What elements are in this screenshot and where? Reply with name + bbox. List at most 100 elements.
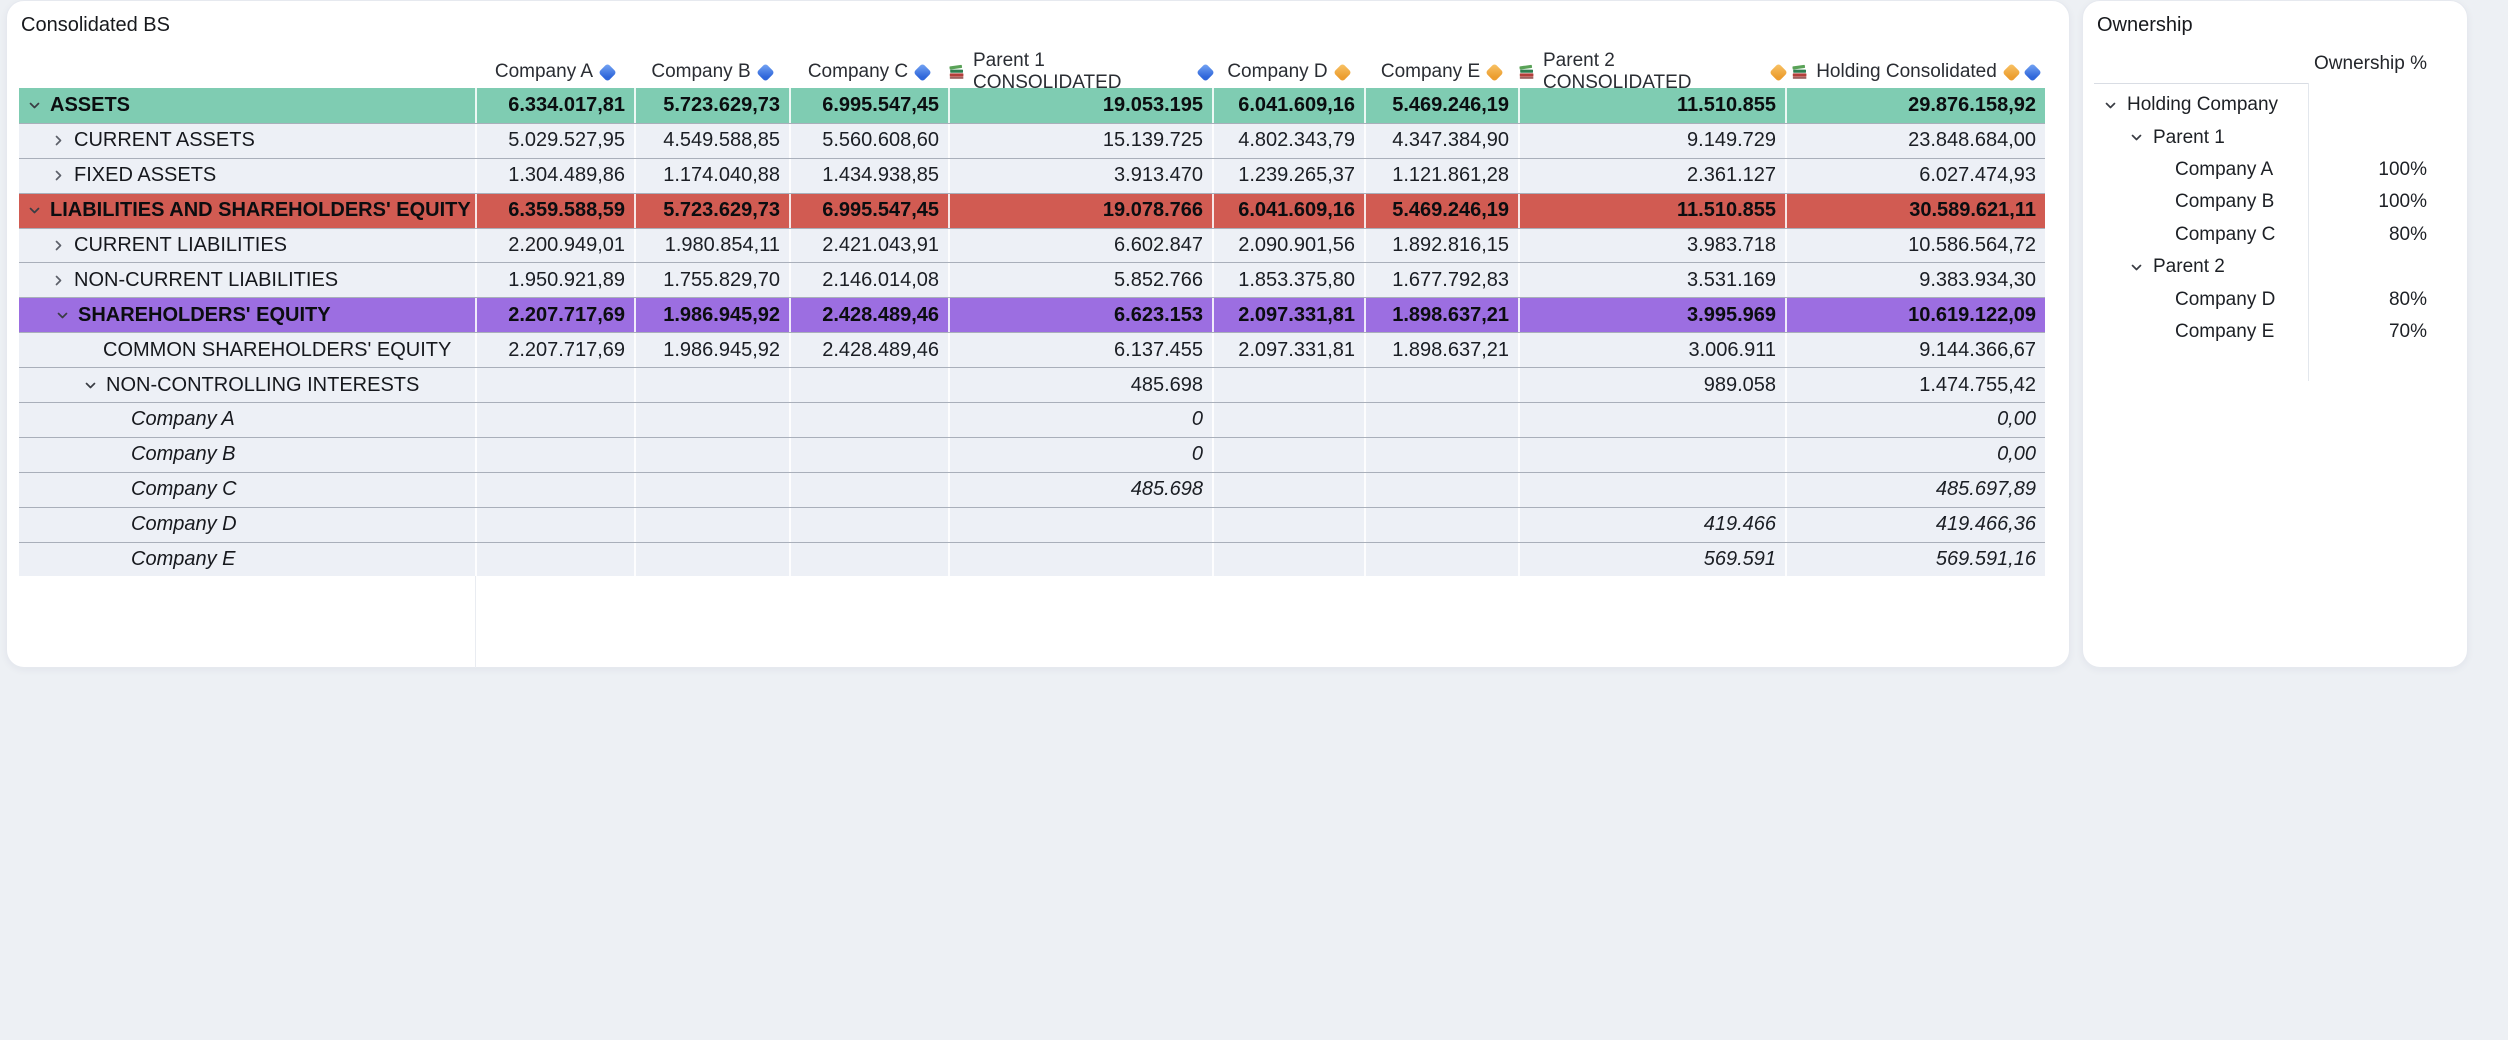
table-row-company-b: Company B 0 0,00	[19, 436, 2045, 472]
row-label: Company A	[131, 408, 235, 431]
row-label: ASSETS	[50, 93, 131, 116]
value-cell: 569.591,16	[1785, 542, 2045, 577]
value-cell	[1364, 507, 1518, 542]
row-label-cell: COMMON SHAREHOLDERS' EQUITY	[19, 333, 475, 367]
consolidated-bs-card: Consolidated BS Company A Company B Compan…	[6, 0, 2070, 668]
row-label-cell: SHAREHOLDERS' EQUITY	[19, 298, 475, 332]
value-cell	[789, 403, 948, 437]
table-row-shareholders-equity: SHAREHOLDERS' EQUITY 2.207.717,69 1.986.94…	[19, 297, 2045, 333]
ownership-entity-label: Company D	[2175, 288, 2276, 310]
value-cell	[1364, 542, 1518, 577]
column-header-company-c[interactable]: Company C	[789, 56, 948, 88]
value-cell: 4.347.384,90	[1364, 123, 1518, 158]
row-label-cell: FIXED ASSETS	[19, 159, 475, 193]
value-cell: 29.876.158,92	[1785, 88, 2045, 123]
value-cell: 5.469.246,19	[1364, 88, 1518, 123]
value-cell	[789, 472, 948, 507]
row-label: FIXED ASSETS	[74, 164, 217, 187]
value-cell	[475, 403, 634, 437]
chevron-down-icon[interactable]	[2129, 260, 2144, 275]
value-cell: 3.006.911	[1518, 333, 1785, 368]
chevron-right-icon[interactable]	[51, 273, 66, 288]
chevron-right-icon[interactable]	[51, 133, 66, 148]
value-cell	[475, 542, 634, 577]
value-cell	[1212, 507, 1364, 542]
ownership-percent-value: 70%	[2388, 320, 2427, 342]
table-row-common-shareholders-equity: COMMON SHAREHOLDERS' EQUITY 2.207.717,69 1…	[19, 332, 2045, 368]
value-cell: 4.549.588,85	[634, 123, 789, 158]
value-cell	[634, 437, 789, 472]
value-cell	[789, 507, 948, 542]
column-header-label: Company C	[807, 61, 909, 82]
chevron-down-icon[interactable]	[83, 378, 98, 393]
chevron-down-icon[interactable]	[27, 98, 42, 113]
value-cell	[1364, 403, 1518, 437]
value-cell	[1518, 472, 1785, 507]
value-cell: 485.698	[948, 368, 1212, 403]
books-icon	[1518, 64, 1535, 81]
value-cell: 6.041.609,16	[1212, 193, 1364, 228]
value-cell: 419.466,36	[1785, 507, 2045, 542]
column-header-parent-2-consolidated[interactable]: Parent 2 CONSOLIDATED	[1518, 50, 1788, 93]
chevron-down-icon[interactable]	[2103, 98, 2118, 113]
chevron-down-icon[interactable]	[55, 308, 70, 323]
column-header-parent-1-consolidated[interactable]: Parent 1 CONSOLIDATED	[948, 50, 1215, 93]
column-header-company-e[interactable]: Company E	[1364, 56, 1518, 88]
row-label: Company B	[131, 443, 236, 466]
value-cell: 1.898.637,21	[1364, 333, 1518, 368]
value-cell	[789, 542, 948, 577]
column-header-company-b[interactable]: Company B	[634, 56, 789, 88]
value-cell: 5.560.608,60	[789, 123, 948, 158]
value-cell: 1.174.040,88	[634, 158, 789, 193]
row-label: NON-CONTROLLING INTERESTS	[106, 373, 420, 396]
value-cell: 1.853.375,80	[1212, 263, 1364, 298]
value-cell: 6.027.474,93	[1785, 158, 2045, 193]
ownership-entity-label: Company B	[2175, 191, 2275, 213]
row-label-cell: Company E	[19, 543, 475, 577]
value-cell	[1518, 403, 1785, 437]
ownership-entity-label: Parent 1	[2153, 126, 2225, 148]
ownership-row-company-e: Company E 70%	[2083, 316, 2467, 348]
value-cell: 2.361.127	[1518, 158, 1785, 193]
value-cell	[1212, 472, 1364, 507]
row-label: LIABILITIES AND SHAREHOLDERS' EQUITY	[50, 199, 471, 222]
value-cell	[475, 472, 634, 507]
value-cell	[948, 507, 1212, 542]
ownership-percent-value: 100%	[2378, 158, 2427, 180]
value-cell: 1.304.489,86	[475, 158, 634, 193]
value-cell: 30.589.621,11	[1785, 193, 2045, 228]
value-cell: 2.097.331,81	[1212, 333, 1364, 368]
value-cell: 2.421.043,91	[789, 228, 948, 263]
value-cell	[948, 542, 1212, 577]
column-header-holding-consolidated[interactable]: Holding Consolidated	[1785, 56, 2045, 88]
row-label-cell: NON-CONTROLLING INTERESTS	[19, 368, 475, 402]
row-label: Company C	[131, 478, 237, 501]
row-label-cell: LIABILITIES AND SHAREHOLDERS' EQUITY	[19, 194, 475, 228]
chevron-right-icon[interactable]	[51, 168, 66, 183]
value-cell: 1.677.792,83	[1364, 263, 1518, 298]
ownership-entity-label: Company C	[2175, 223, 2276, 245]
value-cell	[634, 542, 789, 577]
value-cell: 6.995.547,45	[789, 193, 948, 228]
ownership-row-company-b: Company B 100%	[2083, 186, 2467, 218]
column-header-company-a[interactable]: Company A	[475, 56, 634, 88]
value-cell: 2.146.014,08	[789, 263, 948, 298]
value-cell: 1.755.829,70	[634, 263, 789, 298]
column-header-company-d[interactable]: Company D	[1212, 56, 1364, 88]
value-cell: 5.469.246,19	[1364, 193, 1518, 228]
books-icon	[1791, 64, 1808, 81]
value-cell: 1.121.861,28	[1364, 158, 1518, 193]
ownership-title: Ownership	[2097, 14, 2193, 36]
value-cell: 3.995.969	[1518, 298, 1785, 333]
chevron-right-icon[interactable]	[51, 238, 66, 253]
row-label-cell: NON-CURRENT LIABILITIES	[19, 263, 475, 297]
chevron-down-icon[interactable]	[27, 203, 42, 218]
value-cell: 11.510.855	[1518, 193, 1785, 228]
value-cell: 1.986.945,92	[634, 333, 789, 368]
table-row-company-a: Company A 0 0,00	[19, 402, 2045, 437]
chevron-down-icon[interactable]	[2129, 130, 2144, 145]
value-cell: 2.207.717,69	[475, 298, 634, 333]
column-header-label: Company A	[494, 61, 594, 82]
value-cell: 2.097.331,81	[1212, 298, 1364, 333]
ownership-percent-header: Ownership %	[2314, 53, 2427, 74]
